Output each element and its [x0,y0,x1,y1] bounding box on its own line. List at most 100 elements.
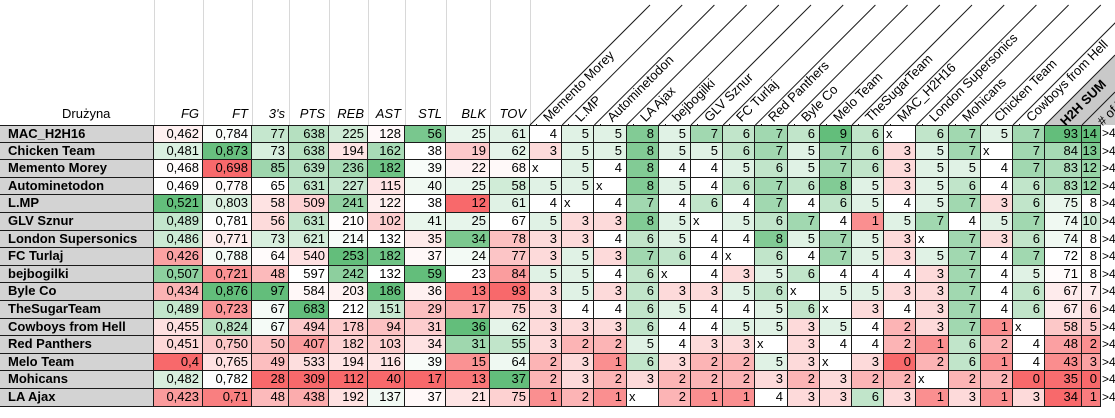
h2h-cell[interactable]: 7 [1013,125,1045,143]
h2h-cell[interactable]: 5 [562,283,594,301]
h2h-cell[interactable]: 3 [755,371,788,389]
h2h-cell[interactable]: 2 [916,353,949,372]
h2h-cell[interactable]: 3 [530,301,562,319]
h2h-cell[interactable]: 6 [949,353,981,372]
team-name-cell[interactable]: FC Turlaj [0,248,154,266]
h2h-cell[interactable]: 2 [594,371,627,389]
h2h-cell[interactable]: 4 [981,265,1013,284]
stat-cell-tov[interactable]: 68 [490,160,530,178]
stat-cell-ft[interactable]: 0,824 [203,318,252,337]
stat-cell-3s[interactable]: 73 [252,230,289,249]
stat-cell-ft[interactable]: 0,784 [203,125,252,143]
h2h-cell[interactable]: 6 [691,195,723,213]
h2h-cell[interactable]: 6 [723,125,755,143]
h2h-sum-cell[interactable]: 67 [1045,283,1082,301]
h2h-cell[interactable]: 7 [949,265,981,284]
h2h-cell[interactable]: 7 [1013,142,1045,161]
h2h-cell[interactable]: 5 [916,160,949,178]
team-name-cell[interactable]: bejbogilki [0,265,154,284]
h2h-cell[interactable]: 7 [949,195,981,213]
stat-cell-ft[interactable]: 0,803 [203,195,252,213]
stat-cell-ft[interactable]: 0,723 [203,301,252,319]
stat-cell-ast[interactable]: 40 [368,371,405,389]
h2h-cell[interactable]: 5 [1013,265,1045,284]
h2h-cell[interactable]: 4 [659,336,691,354]
h2h-cell[interactable]: 8 [627,125,659,143]
stat-cell-blk[interactable]: 36 [446,318,490,337]
stat-cell-ft[interactable]: 0,873 [203,142,252,161]
h2h-cell[interactable]: 5 [659,213,691,231]
h2h-cell[interactable]: 4 [788,195,820,213]
h2h-cell[interactable]: 5 [723,318,755,337]
team-name-cell[interactable]: Red Panthers [0,336,154,354]
h2h-cell[interactable]: 4 [594,195,627,213]
stat-header-pts[interactable]: PTS [299,106,325,121]
h2h-cell[interactable]: 2 [530,353,562,372]
h2h-cell[interactable]: 6 [1013,230,1045,249]
stat-cell-reb[interactable]: 214 [329,230,368,249]
stat-cell-tov[interactable]: 62 [490,318,530,337]
h2h-cell[interactable]: 7 [949,283,981,301]
stat-cell-blk[interactable]: 13 [446,371,490,389]
stat-cell-fg[interactable]: 0,469 [154,177,203,196]
h2h-cell[interactable]: 8 [627,160,659,178]
stat-cell-pts[interactable]: 494 [289,318,329,337]
h2h-cell[interactable]: 2 [594,336,627,354]
h2h-cell[interactable]: 4 [691,177,723,196]
stat-cell-reb[interactable]: 178 [329,318,368,337]
stat-cell-blk[interactable]: 23 [446,265,490,284]
stat-cell-reb[interactable]: 192 [329,389,368,407]
h2h-cell[interactable]: 5 [852,283,884,301]
stat-cell-blk[interactable]: 34 [446,230,490,249]
stat-cell-3s[interactable]: 97 [252,283,289,301]
stat-cell-stl[interactable]: 59 [405,265,446,284]
h2h-sum-cell[interactable]: 35 [1045,371,1082,389]
h2h-cell[interactable]: 6 [1013,177,1045,196]
h2h-cell[interactable]: 2 [691,371,723,389]
h2h-self-cell[interactable]: x [788,283,820,301]
h2h-cell[interactable]: 3 [884,177,916,196]
h2h-cell[interactable]: 7 [949,248,981,266]
h2h-cell[interactable]: 3 [884,248,916,266]
h2h-cell[interactable]: 4 [594,230,627,249]
h2h-cell[interactable]: 7 [1013,213,1045,231]
h2h-sum-cell[interactable]: 48 [1045,336,1082,354]
stat-cell-pts[interactable]: 639 [289,160,329,178]
h2h-cell[interactable]: 3 [562,371,594,389]
h2h-cell[interactable]: 3 [594,248,627,266]
h2h-cell[interactable]: 4 [981,283,1013,301]
h2h-cell[interactable]: 2 [723,353,755,372]
h2h-cell[interactable]: 4 [691,160,723,178]
stat-header-ft[interactable]: FT [232,106,248,121]
wins-cell[interactable]: 8 [1082,195,1101,213]
h2h-cell[interactable]: 5 [659,301,691,319]
h2h-self-cell[interactable]: x [820,353,852,372]
h2h-sum-cell[interactable]: 72 [1045,248,1082,266]
stat-cell-tov[interactable]: 58 [490,177,530,196]
h2h-cell[interactable]: 6 [659,248,691,266]
h2h-sum-cell[interactable]: 67 [1045,301,1082,319]
h2h-cell[interactable]: 5 [820,318,852,337]
stat-cell-pts[interactable]: 309 [289,371,329,389]
h2h-cell[interactable]: 5 [594,142,627,161]
h2h-cell[interactable]: 6 [755,248,788,266]
h2h-cell[interactable]: 4 [594,301,627,319]
stat-cell-stl[interactable]: 39 [405,353,446,372]
h2h-cell[interactable]: 2 [659,371,691,389]
h2h-cell[interactable]: 5 [594,125,627,143]
h2h-cell[interactable]: 3 [659,283,691,301]
wins-cell[interactable]: 6 [1082,301,1101,319]
stat-cell-pts[interactable]: 407 [289,336,329,354]
wins-cell[interactable]: 12 [1082,160,1101,178]
stat-cell-blk[interactable]: 24 [446,248,490,266]
h2h-cell[interactable]: 4 [1013,336,1045,354]
h2h-cell[interactable]: 3 [723,265,755,284]
team-name-cell[interactable]: LA Ajax [0,389,154,407]
h2h-cell[interactable]: 5 [852,248,884,266]
h2h-cell[interactable]: 3 [530,318,562,337]
h2h-cell[interactable]: 3 [562,213,594,231]
h2h-cell[interactable]: 4 [884,301,916,319]
h2h-cell[interactable]: 6 [1013,301,1045,319]
stat-cell-blk[interactable]: 19 [446,142,490,161]
h2h-cell[interactable]: 3 [788,318,820,337]
